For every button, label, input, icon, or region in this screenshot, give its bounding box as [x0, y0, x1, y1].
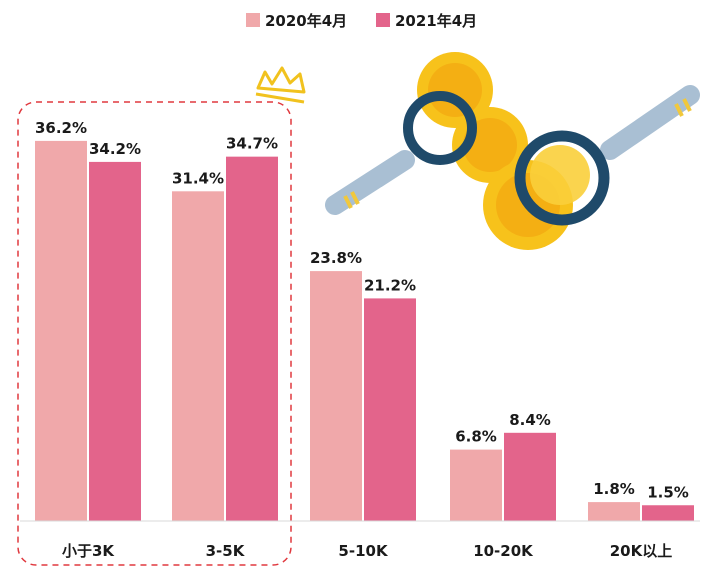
data-label-2-4: 8.4%: [509, 411, 551, 429]
legend-swatch-1: [246, 13, 260, 27]
data-label-2-2: 34.7%: [226, 135, 278, 153]
bar-2-1: [89, 161, 141, 521]
highlight-box: [17, 101, 292, 566]
crown-icon: [255, 66, 306, 104]
data-label-2-3: 21.2%: [364, 276, 416, 294]
bar-2-2: [226, 156, 278, 521]
bar-1-3: [310, 271, 362, 521]
category-label-1: 小于3K: [62, 542, 115, 560]
legend-swatch-2: [376, 13, 390, 27]
category-labels-group: 小于3K 3-5K 5-10K 10-20K 20K以上: [62, 542, 672, 560]
legend-label-2: 2021年4月: [395, 12, 477, 30]
data-label-1-5: 1.8%: [593, 480, 635, 498]
category-label-4: 10-20K: [473, 542, 534, 560]
category-label-2: 3-5K: [206, 542, 246, 560]
data-label-1-3: 23.8%: [310, 249, 362, 267]
magnifier-left-icon: [325, 91, 477, 215]
data-label-2-1: 34.2%: [89, 140, 141, 158]
category-label-5: 20K以上: [610, 542, 673, 560]
category-label-3: 5-10K: [338, 542, 389, 560]
bar-2-3: [364, 298, 416, 521]
bar-1-5: [588, 502, 640, 521]
bar-1-4: [450, 449, 502, 521]
data-label-1-2: 31.4%: [172, 169, 224, 187]
legend: 2020年4月 2021年4月: [246, 12, 477, 30]
data-label-1-1: 36.2%: [35, 119, 87, 137]
data-label-2-5: 1.5%: [647, 483, 689, 501]
magnifier-right-icon: [514, 85, 700, 226]
data-labels-group: 36.2%34.2% 31.4%34.7% 23.8%21.2% 6.8% 8.4% 1.…: [35, 119, 689, 501]
bars-group: [35, 140, 694, 522]
bar-2-5: [642, 505, 694, 521]
bar-1-2: [172, 191, 224, 522]
legend-label-1: 2020年4月: [265, 12, 347, 30]
data-label-1-4: 6.8%: [455, 428, 497, 446]
bar-1-1: [35, 140, 87, 521]
bar-2-4: [504, 432, 556, 521]
